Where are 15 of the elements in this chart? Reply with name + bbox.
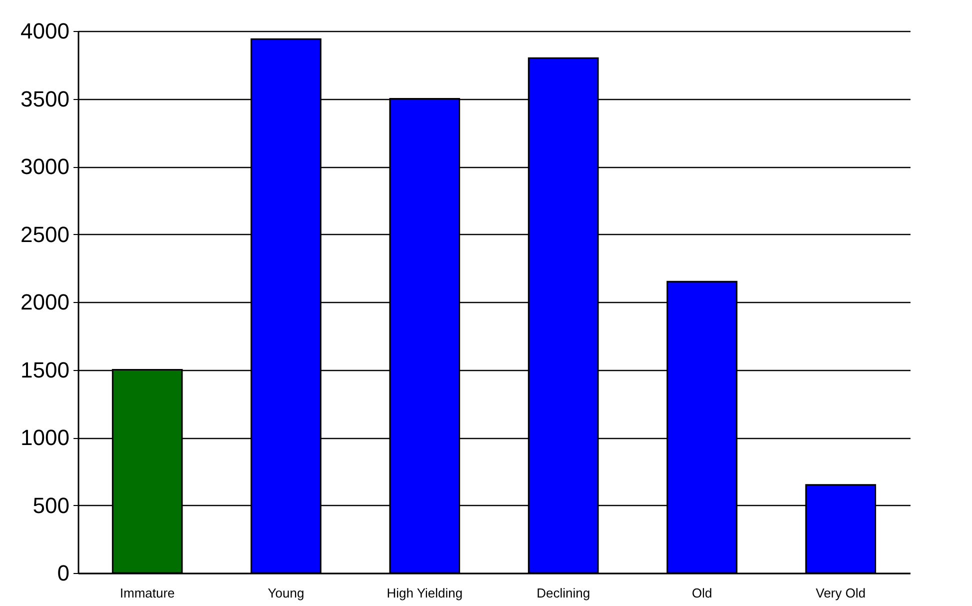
x-tick-label: High Yielding — [386, 586, 463, 600]
x-tick-label: Immature — [120, 586, 175, 600]
x-tick-label: Young — [268, 586, 304, 600]
y-tick-label: 2000 — [20, 290, 70, 314]
y-tick-label: 3000 — [20, 154, 70, 179]
x-tick-label: Very Old — [816, 586, 866, 600]
y-tick-label: 0 — [57, 560, 70, 586]
y-tick-label: 1500 — [20, 357, 70, 382]
y-tick-label: 500 — [32, 492, 70, 518]
y-tick-label: 2500 — [20, 222, 70, 247]
y-tick-label: 1000 — [20, 425, 70, 450]
y-tick-label: 4000 — [20, 18, 70, 44]
y-tick-label: 3500 — [20, 86, 70, 112]
x-tick-label: Declining — [536, 586, 590, 600]
x-tick-label: Old — [692, 586, 712, 600]
